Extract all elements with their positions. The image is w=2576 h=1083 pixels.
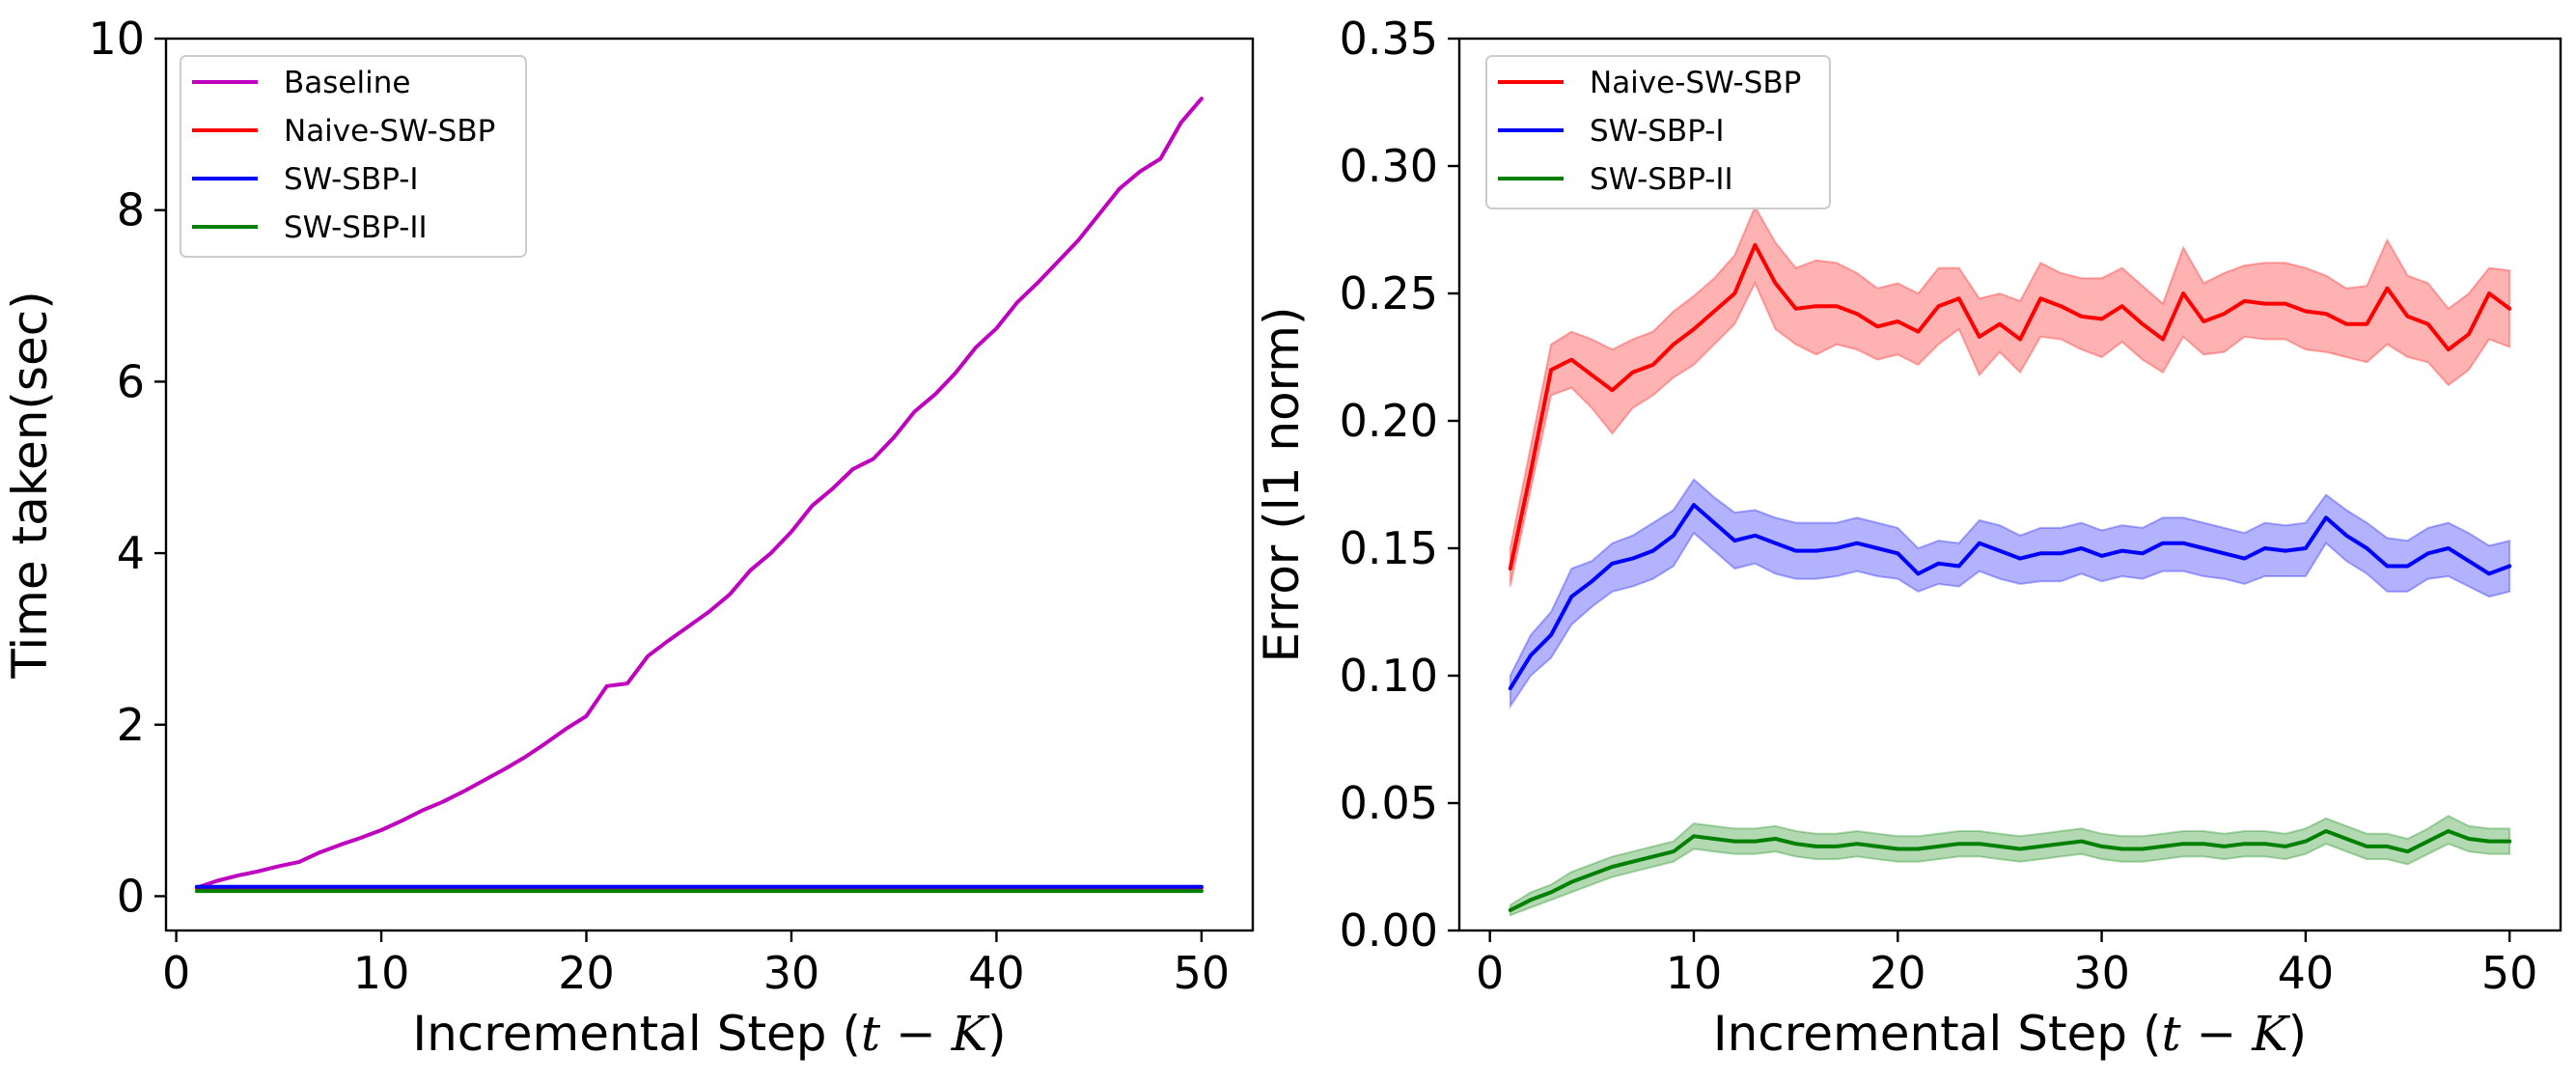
x-tick-label: 30 (2073, 947, 2130, 999)
y-tick-label: 6 (117, 355, 145, 407)
x-axis-label: Incremental Step (t − K) (1713, 1006, 2307, 1062)
y-tick-label: 0.25 (1340, 267, 1438, 319)
y-axis-label: Error (l1 norm) (1254, 306, 1310, 662)
series-line-naive-sw-sbp (1508, 242, 2512, 571)
y-axis-label: Time taken(sec) (2, 291, 58, 679)
x-tick-label: 20 (558, 947, 615, 999)
y-tick-label: 8 (117, 184, 145, 236)
legend-label: Naive-SW-SBP (1590, 66, 1801, 100)
legend-box (1485, 55, 1831, 209)
y-tick-label: 0.35 (1340, 13, 1438, 65)
x-tick-label: 30 (763, 947, 820, 999)
legend-label: Baseline (284, 66, 410, 100)
plot-frame (164, 37, 1255, 932)
y-tick-label: 0.30 (1340, 140, 1438, 192)
x-tick-label: 10 (1666, 947, 1723, 999)
y-tick-label: 0.05 (1340, 777, 1438, 829)
series-line-sw-sbp-i (1508, 503, 2512, 691)
series-line-sw-sbp-ii (1508, 829, 2512, 912)
x-tick-label: 10 (353, 947, 410, 999)
y-tick-label: 0 (117, 870, 145, 922)
x-axis-label: Incremental Step (t − K) (412, 1006, 1006, 1062)
y-tick-label: 0.20 (1340, 395, 1438, 447)
y-tick-label: 4 (117, 527, 145, 579)
series-line-baseline (194, 97, 1204, 890)
x-tick-label: 40 (968, 947, 1025, 999)
legend-label: SW-SBP-I (1590, 114, 1725, 149)
legend-box (180, 55, 527, 258)
legend-label: SW-SBP-II (284, 210, 428, 245)
error-chart: 0 10 20 30 40 50 0.00 0.05 0.10 0.15 0.20 0.25 0.30 0… (1254, 13, 2562, 1062)
y-tick-label: 10 (88, 13, 145, 65)
y-tick-label: 0.00 (1340, 904, 1438, 957)
x-tick-label: 20 (1870, 947, 1926, 999)
legend-label: SW-SBP-I (284, 162, 419, 197)
plot-frame (1457, 37, 2562, 932)
y-tick-label: 0.15 (1340, 522, 1438, 574)
x-tick-label: 0 (1476, 947, 1504, 999)
y-tick-label: 0.10 (1340, 650, 1438, 702)
legend-label: SW-SBP-II (1590, 162, 1733, 197)
x-tick-label: 50 (2481, 947, 2538, 999)
legend-label: Naive-SW-SBP (284, 114, 495, 149)
x-tick-label: 0 (162, 947, 190, 999)
x-tick-label: 50 (1174, 947, 1231, 999)
x-tick-label: 40 (2278, 947, 2335, 999)
y-tick-label: 2 (117, 699, 145, 751)
